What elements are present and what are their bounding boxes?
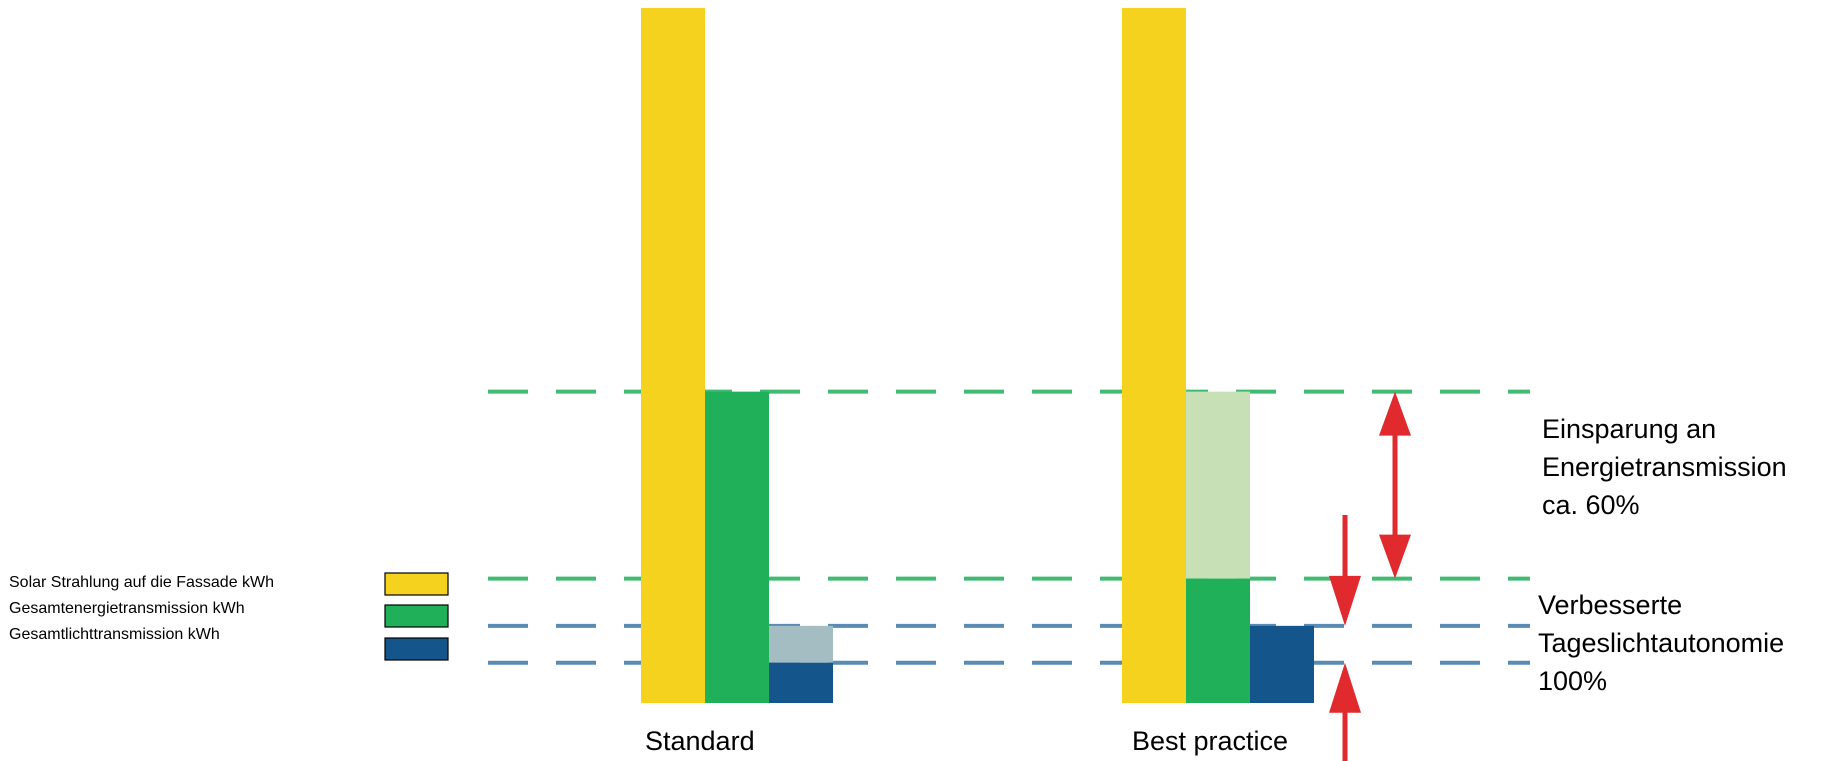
bar-energy-best-practice-reference [1186,391,1250,579]
category-label-standard: Standard [645,726,755,756]
annotation-energy-savings-line3: ca. 60% [1542,490,1640,520]
arrow-daylight-top-head [1329,575,1361,626]
annotation-daylight-line1: Verbesserte [1538,590,1682,620]
arrow-energy-savings-head-down [1379,534,1411,579]
arrow-energy-savings-head-up [1379,391,1411,436]
legend: Solar Strahlung auf die Fassade kWh Gesa… [9,572,449,661]
legend-swatch-solar [384,572,449,596]
bar-light-best-practice [1250,625,1314,703]
legend-label-solar: Solar Strahlung auf die Fassade kWh [9,574,274,591]
annotation-daylight-line2: Tageslichtautonomie [1538,628,1784,658]
bar-energy-standard [705,391,769,703]
annotations: Einsparung an Energietransmission ca. 60… [1538,414,1787,696]
arrow-daylight-bottom-head [1329,662,1361,713]
annotation-energy-savings-line2: Energietransmission [1542,452,1787,482]
arrows [1329,391,1411,761]
legend-swatch-energy [384,604,449,628]
bar-light-standard [769,662,833,703]
annotation-daylight-line3: 100% [1538,666,1607,696]
bar-solar-best-practice [1122,8,1186,703]
bar-solar-standard [641,8,705,703]
legend-swatch-light [384,637,449,661]
category-label-best-practice: Best practice [1132,726,1288,756]
bar-light-standard-reference [769,625,833,663]
legend-label-energy: Gesamtenergietransmission kWh [9,600,245,617]
category-labels: Standard Best practice [645,726,1288,756]
legend-label-light: Gesamtlichttransmission kWh [9,626,220,643]
bars [641,8,1314,703]
annotation-energy-savings-line1: Einsparung an [1542,414,1716,444]
bar-energy-best-practice [1186,578,1250,703]
